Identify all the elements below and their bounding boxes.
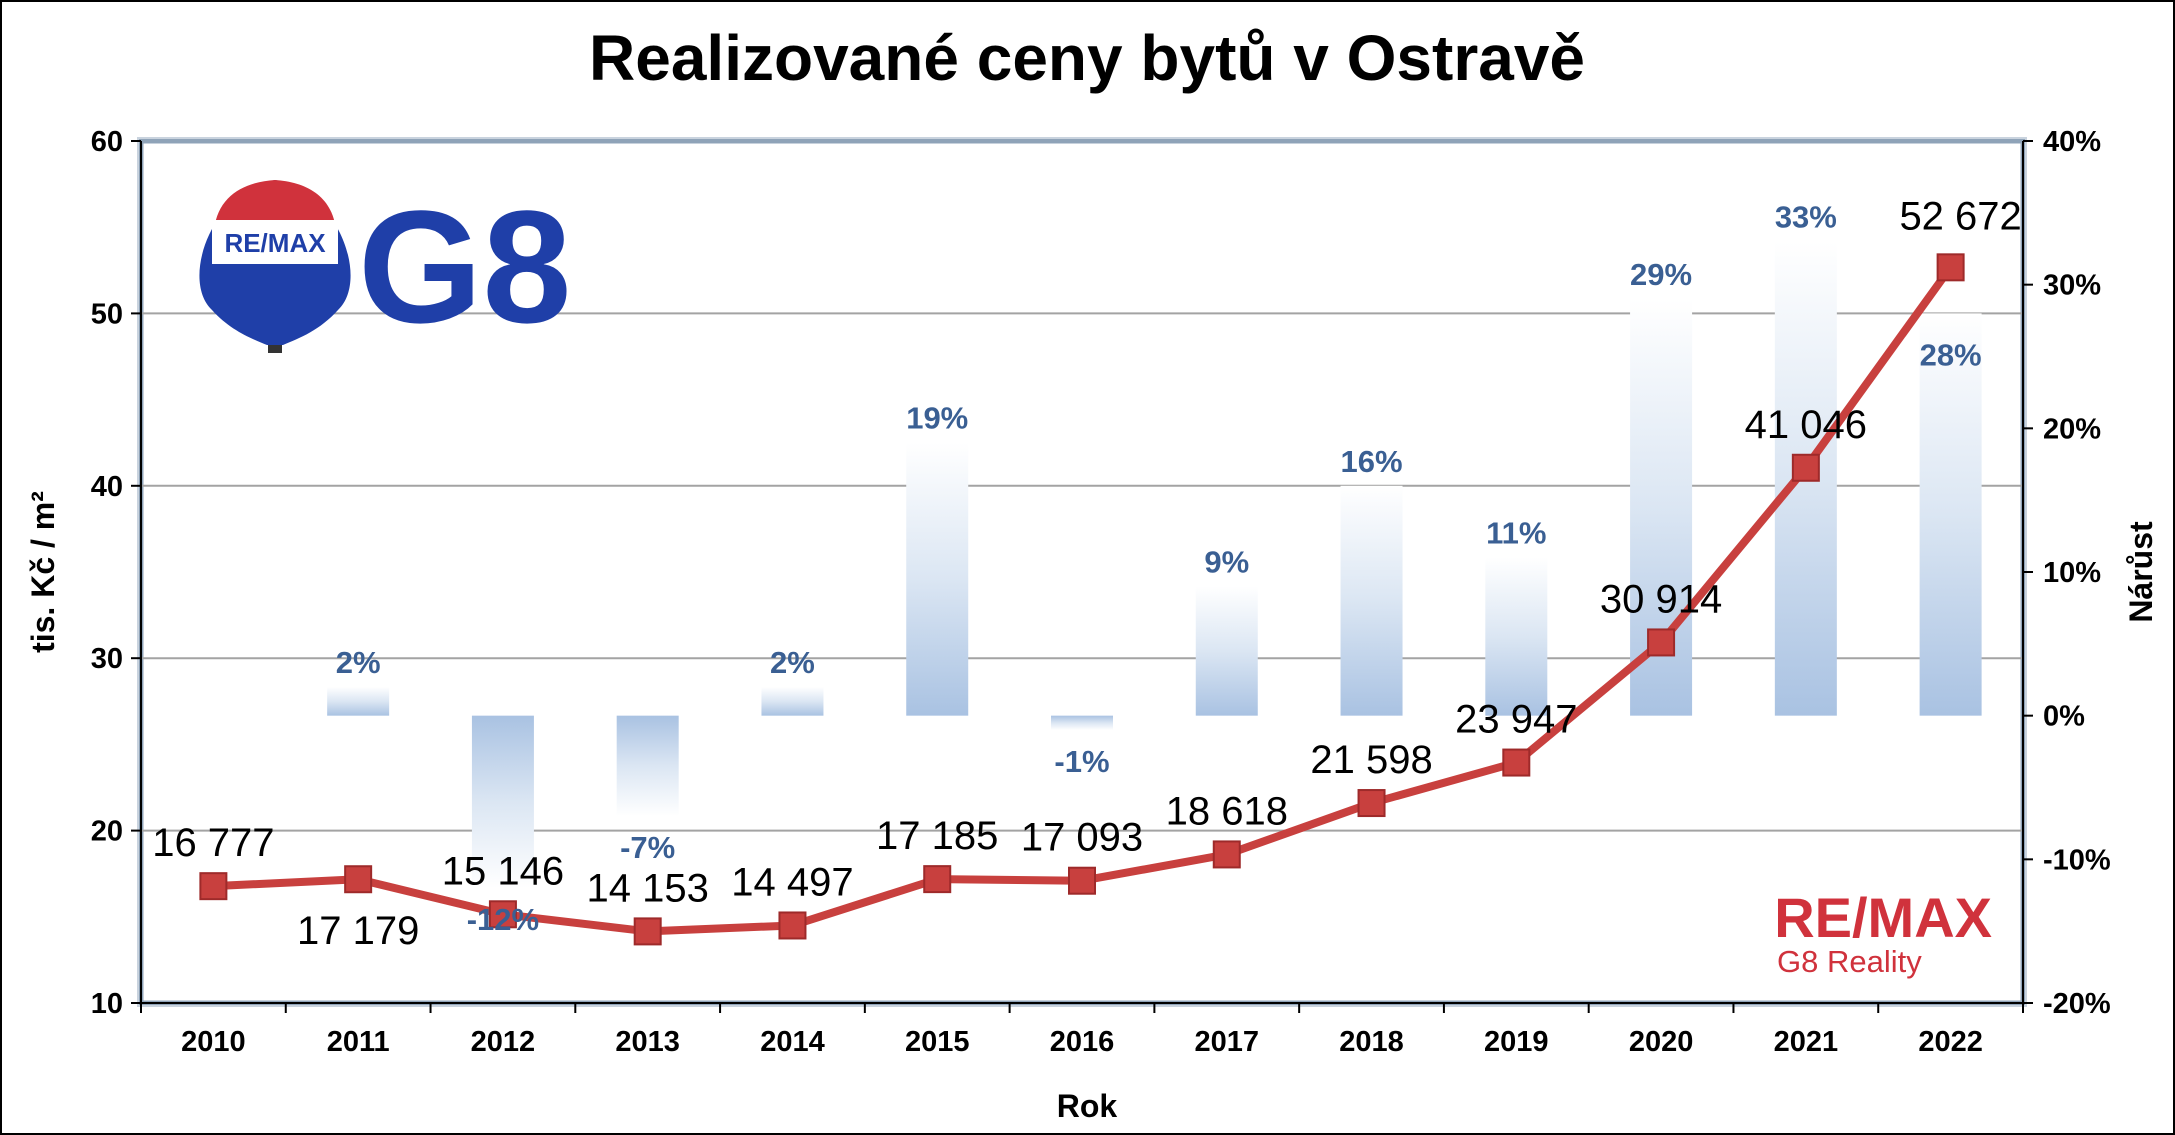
growth-label: 9% — [1204, 544, 1249, 579]
x-tick-label: 2014 — [760, 1026, 825, 1058]
x-tick-label: 2018 — [1339, 1026, 1404, 1058]
price-marker — [923, 865, 952, 894]
y-right-tick-label: -10% — [2043, 844, 2111, 876]
x-tick-label: 2017 — [1195, 1026, 1260, 1058]
remax-g8-reality-logo: RE/MAX G8 Reality — [1774, 886, 1992, 979]
growth-label: -7% — [620, 830, 675, 865]
price-marker — [488, 900, 517, 929]
growth-label: 19% — [906, 401, 968, 436]
y-left-tick-label: 30 — [91, 643, 123, 675]
growth-label: 29% — [1630, 257, 1692, 292]
growth-label: 11% — [1486, 516, 1546, 551]
growth-bar — [1195, 586, 1258, 716]
data-labels: 2% -12% -7% 2% 19% -1% 9% 16% 11% 29% 33% 28% 16 777… — [152, 194, 2022, 953]
price-marker — [1068, 866, 1096, 895]
x-axis-title: Rok — [1057, 1088, 1118, 1124]
y-right-tick-label: 10% — [2043, 557, 2101, 589]
growth-label: -12% — [467, 902, 539, 937]
gridlines — [141, 312, 2023, 832]
price-label: 52 672 — [1899, 194, 2021, 238]
growth-bar — [616, 715, 679, 817]
y-axis-left-title: tis. Kč / m² — [25, 491, 61, 653]
price-label: 17 179 — [297, 909, 419, 953]
x-tick-label: 2019 — [1484, 1026, 1549, 1058]
remax-logo-text: RE/MAX — [1774, 886, 1992, 949]
price-label: 14 153 — [587, 866, 709, 910]
price-marker — [1791, 453, 1820, 482]
balloon-band-icon — [212, 220, 338, 264]
growth-bar — [471, 715, 534, 889]
x-tick-label: 2010 — [181, 1026, 246, 1058]
price-label: 30 914 — [1600, 577, 1722, 621]
price-marker — [1936, 253, 1965, 282]
g8-reality-text: G8 Reality — [1777, 944, 1922, 979]
growth-label: 16% — [1341, 444, 1403, 479]
growth-bar — [327, 686, 390, 716]
price-label: 21 598 — [1310, 738, 1432, 782]
price-line — [199, 253, 1965, 946]
x-tick-label: 2022 — [1918, 1026, 1983, 1058]
growth-bar — [1051, 715, 1113, 731]
x-tick-label: 2011 — [327, 1026, 390, 1058]
y-right-tick-label: 0% — [2043, 701, 2085, 733]
y-axis-right-title: Nárůst — [2123, 521, 2159, 623]
price-label: 18 618 — [1166, 789, 1288, 833]
balloon-basket-icon — [268, 345, 282, 353]
y-left-tick-label: 40 — [91, 471, 123, 503]
growth-label: 2% — [336, 645, 381, 680]
y-left-tick-label: 20 — [91, 816, 123, 848]
price-marker — [1647, 628, 1676, 657]
price-label: 17 093 — [1021, 816, 1143, 860]
price-label: 17 185 — [876, 814, 998, 858]
y-right-tick-label: 20% — [2043, 413, 2101, 445]
price-label: 23 947 — [1455, 698, 1577, 742]
chart-title: Realizované ceny bytů v Ostravě — [589, 22, 1585, 94]
axes: 10 20 30 40 50 60 -20% -10% 0% 10% 20% 30% 40% 2010 20… — [91, 126, 2111, 1058]
balloon-logo-text: RE/MAX — [224, 228, 326, 258]
y-right-tick-label: 40% — [2043, 126, 2101, 158]
y-right-tick-label: 30% — [2043, 270, 2101, 302]
y-left-tick-label: 60 — [91, 126, 123, 158]
price-marker — [344, 865, 373, 894]
growth-bar — [1485, 557, 1548, 716]
x-tick-label: 2021 — [1774, 1026, 1839, 1058]
x-tick-label: 2016 — [1050, 1026, 1115, 1058]
price-label: 15 146 — [442, 849, 564, 893]
price-marker — [633, 917, 662, 946]
x-tick-label: 2012 — [471, 1026, 536, 1058]
remax-g8-logo: RE/MAX G8 — [199, 177, 571, 356]
growth-bar — [906, 442, 969, 716]
price-marker — [1357, 789, 1386, 818]
price-marker — [199, 872, 228, 901]
growth-label: -1% — [1054, 744, 1109, 779]
growth-bar — [1919, 313, 1982, 716]
x-tick-label: 2020 — [1629, 1026, 1694, 1058]
growth-label: 28% — [1920, 337, 1982, 372]
y-left-tick-label: 10 — [91, 988, 123, 1020]
price-marker — [778, 911, 807, 940]
y-left-tick-label: 50 — [91, 298, 123, 330]
balloon-top-stripe-icon — [214, 180, 336, 230]
growth-label: 2% — [770, 645, 815, 680]
price-label: 41 046 — [1745, 403, 1867, 447]
growth-bar — [1340, 485, 1403, 716]
x-tick-label: 2015 — [905, 1026, 970, 1058]
price-label: 16 777 — [152, 821, 274, 865]
y-right-tick-label: -20% — [2043, 988, 2111, 1020]
x-tick-label: 2013 — [615, 1026, 680, 1058]
growth-bar — [761, 686, 824, 716]
price-marker — [1502, 748, 1531, 777]
growth-label: 33% — [1775, 200, 1837, 235]
price-label: 14 497 — [731, 860, 853, 904]
growth-bars — [327, 241, 1982, 889]
g8-logo-text: G8 — [358, 177, 571, 356]
price-marker — [1212, 840, 1241, 869]
